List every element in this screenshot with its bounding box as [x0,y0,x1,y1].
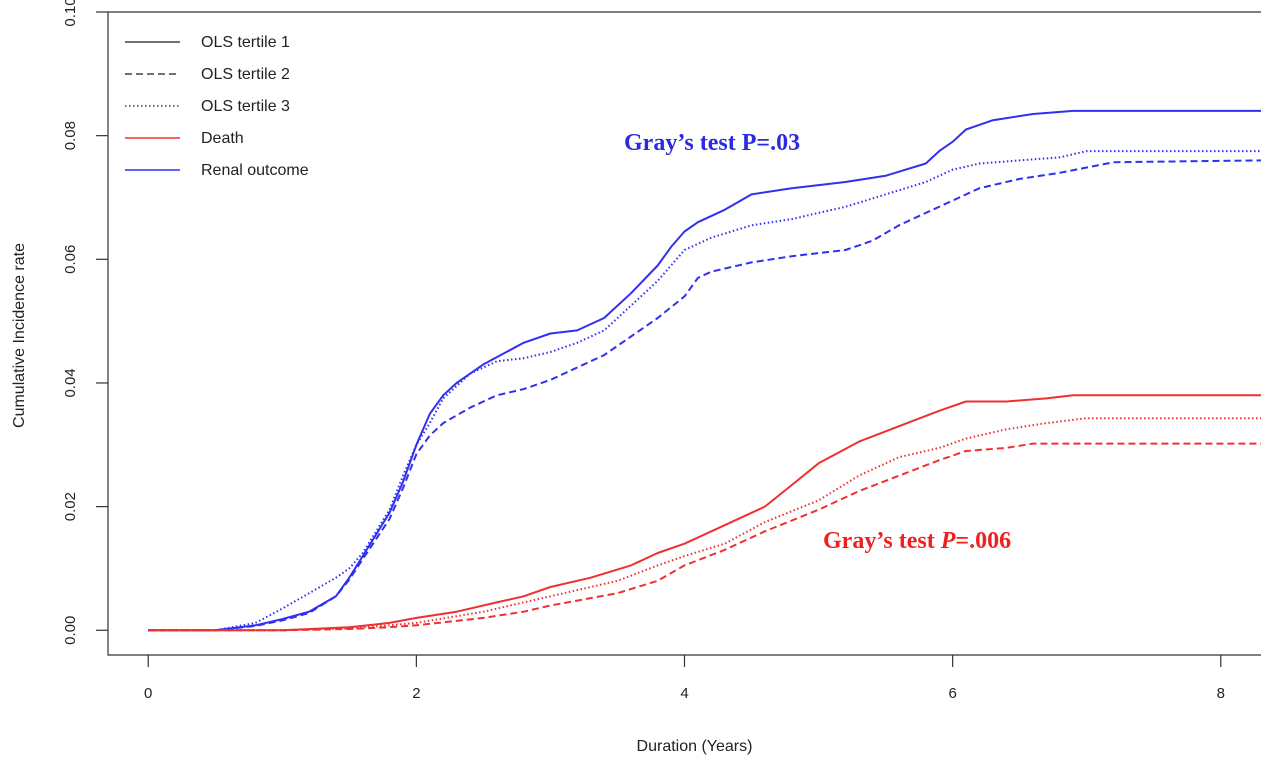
annotation-italic-p: P [940,528,956,554]
series-line-renal-outcome-tertile-1 [148,109,1261,632]
x-tick-label: 2 [412,685,420,702]
x-tick-label: 4 [680,685,688,702]
series-lines [148,109,1261,632]
y-tick-label: 0.04 [62,368,79,397]
y-tick-label: 0.02 [62,492,79,521]
y-tick-label: 0.08 [62,121,79,150]
x-tick-label: 8 [1217,685,1225,702]
series-line-death-tertile-1 [148,394,1261,632]
series-line-renal-outcome-tertile-3 [148,150,1261,632]
x-tick-label: 6 [948,685,956,702]
annotation-value: =.006 [955,528,1011,554]
annotation-renal-grays-test: Gray’s test P=.03 [624,130,800,156]
annotation-death-grays-test: Gray’s test P=.006 [823,528,1011,554]
annotation-text: Gray’s test [823,528,941,554]
legend-label: OLS tertile 3 [201,98,290,115]
y-tick-label: 0.10 [62,0,79,27]
y-tick-label: 0.06 [62,245,79,274]
axes: 0 2 4 6 8 0.00 0.02 0.04 0.06 0.08 0.10 [62,0,1261,702]
x-tick-label: 0 [144,685,152,702]
series-line-death-tertile-2 [148,442,1261,632]
y-axis-label: Cumulative Incidence rate [11,243,28,428]
y-tick-label: 0.00 [62,616,79,645]
series-line-renal-outcome-tertile-2 [148,159,1261,632]
legend-label: Death [201,130,244,147]
x-axis-label: Duration (Years) [637,738,753,755]
legend-label: OLS tertile 1 [201,34,290,51]
legend-label: Renal outcome [201,162,309,179]
annotation-text: Gray’s test P=.03 [624,130,800,156]
legend-label: OLS tertile 2 [201,66,290,83]
series-line-death-tertile-3 [148,417,1261,632]
legend: OLS tertile 1 OLS tertile 2 OLS tertile 3 D… [125,34,309,179]
